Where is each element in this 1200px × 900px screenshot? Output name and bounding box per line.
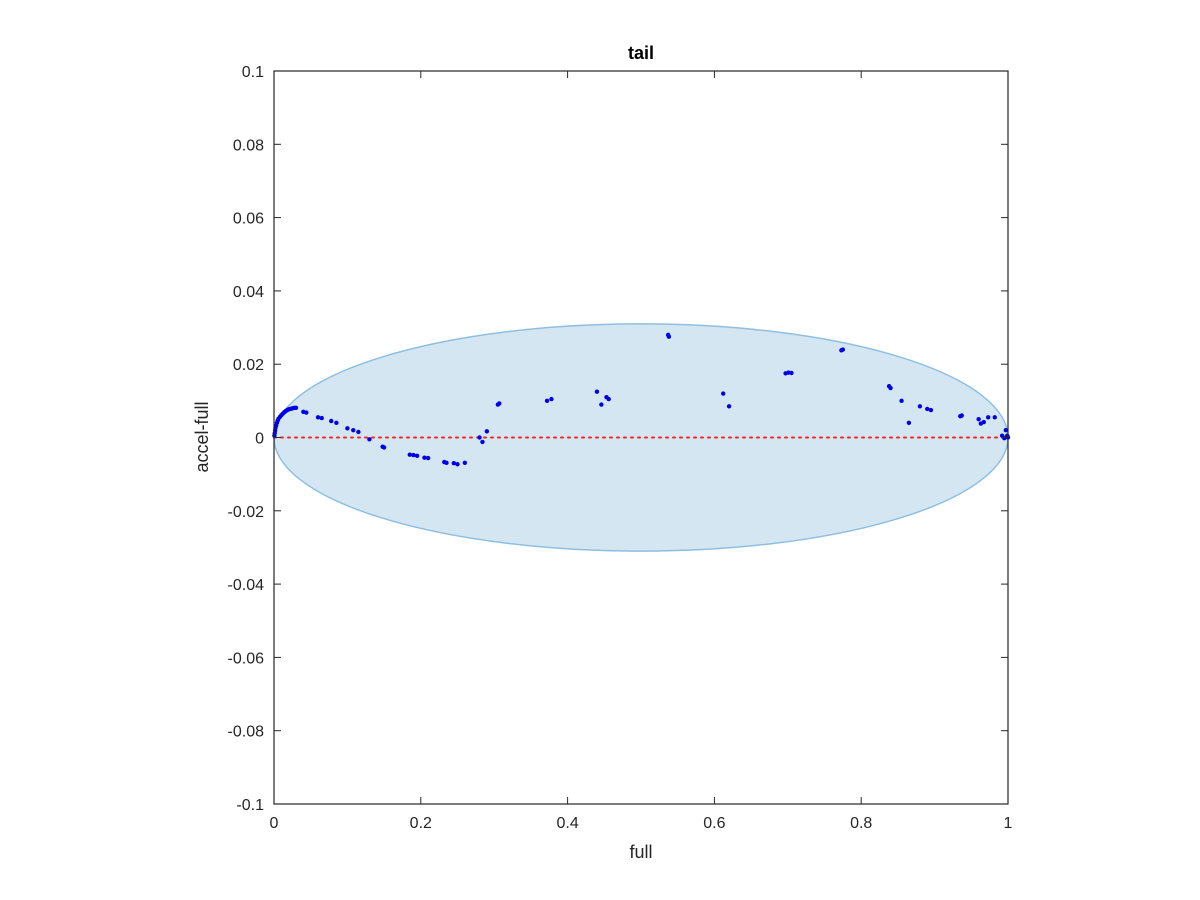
data-point	[315, 415, 321, 420]
data-point	[594, 389, 600, 394]
x-tick-label: 0.6	[703, 815, 725, 832]
x-tick-label: 0.8	[850, 815, 872, 832]
y-tick-label: -0.06	[228, 650, 265, 667]
y-axis-label: accel-full	[192, 401, 212, 472]
data-point	[981, 419, 986, 425]
y-tick-label: 0.08	[233, 137, 264, 154]
chart-title: tail	[628, 43, 654, 63]
data-point	[666, 334, 672, 339]
data-point	[726, 404, 732, 409]
data-point	[917, 404, 923, 409]
data-point	[414, 453, 420, 459]
data-points	[272, 332, 1011, 467]
data-point	[985, 415, 991, 420]
y-tick-label: -0.04	[228, 577, 265, 594]
y-tick-label: -0.1	[236, 797, 264, 814]
data-point	[407, 452, 412, 457]
data-point	[544, 398, 550, 404]
y-tick-label: 0.1	[242, 64, 264, 81]
data-point	[976, 416, 981, 422]
data-point	[789, 370, 794, 376]
data-point	[480, 439, 485, 445]
y-tick-label: 0.04	[233, 284, 264, 301]
data-point	[425, 455, 431, 461]
data-point	[549, 396, 554, 402]
data-point	[888, 385, 893, 391]
data-point	[455, 462, 460, 467]
data-point	[345, 426, 350, 431]
x-tick-label: 0	[270, 815, 279, 832]
y-tick-label: -0.08	[228, 724, 265, 741]
data-point	[329, 418, 334, 424]
x-tick-label: 0.4	[556, 815, 578, 832]
data-point	[422, 455, 427, 460]
y-tick-label: 0.06	[233, 211, 264, 228]
data-point	[606, 396, 611, 402]
data-point	[840, 347, 846, 352]
data-point	[899, 398, 904, 404]
data-point	[444, 460, 449, 465]
data-point	[1003, 427, 1008, 433]
data-point	[992, 415, 997, 420]
data-point	[319, 415, 324, 421]
y-tick-label: 0.02	[233, 357, 264, 374]
x-tick-label: 0.2	[410, 815, 432, 832]
data-point	[351, 427, 356, 433]
y-tick-label: 0	[255, 431, 264, 448]
data-point	[497, 401, 502, 406]
data-point	[304, 410, 309, 415]
data-point	[599, 402, 604, 407]
y-tick-label: -0.02	[228, 504, 265, 521]
data-point	[334, 420, 339, 426]
data-point	[721, 391, 726, 396]
x-axis-label: full	[629, 842, 652, 862]
x-tick-label: 1	[1004, 815, 1013, 832]
plot-area	[272, 323, 1011, 552]
data-point	[906, 420, 912, 426]
data-point	[367, 437, 372, 442]
data-point	[925, 406, 930, 412]
y-axis: -0.1 -0.08 -0.06 -0.04 -0.02 0 0.02 0.04 0.06 0.0…	[228, 64, 1008, 814]
data-point	[381, 445, 387, 450]
data-point	[293, 405, 299, 411]
data-point	[484, 429, 490, 434]
data-point	[462, 460, 468, 465]
x-axis: 0 0.2 0.4 0.6 0.8 1	[270, 71, 1013, 832]
data-point	[411, 452, 416, 458]
data-point	[959, 413, 964, 418]
data-point	[928, 407, 934, 413]
data-point	[451, 460, 457, 466]
data-point	[477, 435, 482, 440]
data-point	[356, 429, 361, 435]
